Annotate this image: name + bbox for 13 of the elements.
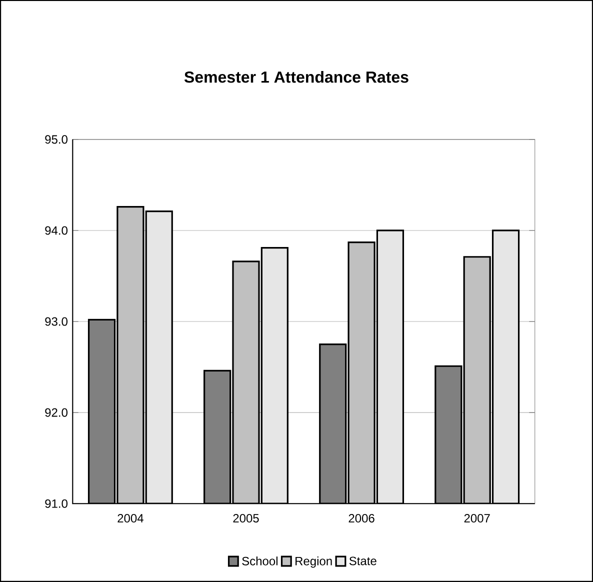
x-tick-label: 2006 <box>348 514 374 523</box>
chart-title: Semester 1 Attendance Rates <box>184 71 408 83</box>
y-tick-label: 95.0 <box>45 135 68 144</box>
x-tick-label: 2004 <box>118 514 144 523</box>
legend-label: Region <box>296 556 332 568</box>
x-tick-label: 2005 <box>233 514 259 523</box>
x-tick-label: 2007 <box>464 514 490 523</box>
y-tick-label: 94.0 <box>45 226 68 235</box>
y-tick-label: 91.0 <box>45 499 68 508</box>
legend-label: School <box>242 556 278 566</box>
y-tick-label: 93.0 <box>45 317 68 326</box>
y-tick-label: 92.0 <box>45 408 68 417</box>
legend-label: State <box>349 556 376 566</box>
